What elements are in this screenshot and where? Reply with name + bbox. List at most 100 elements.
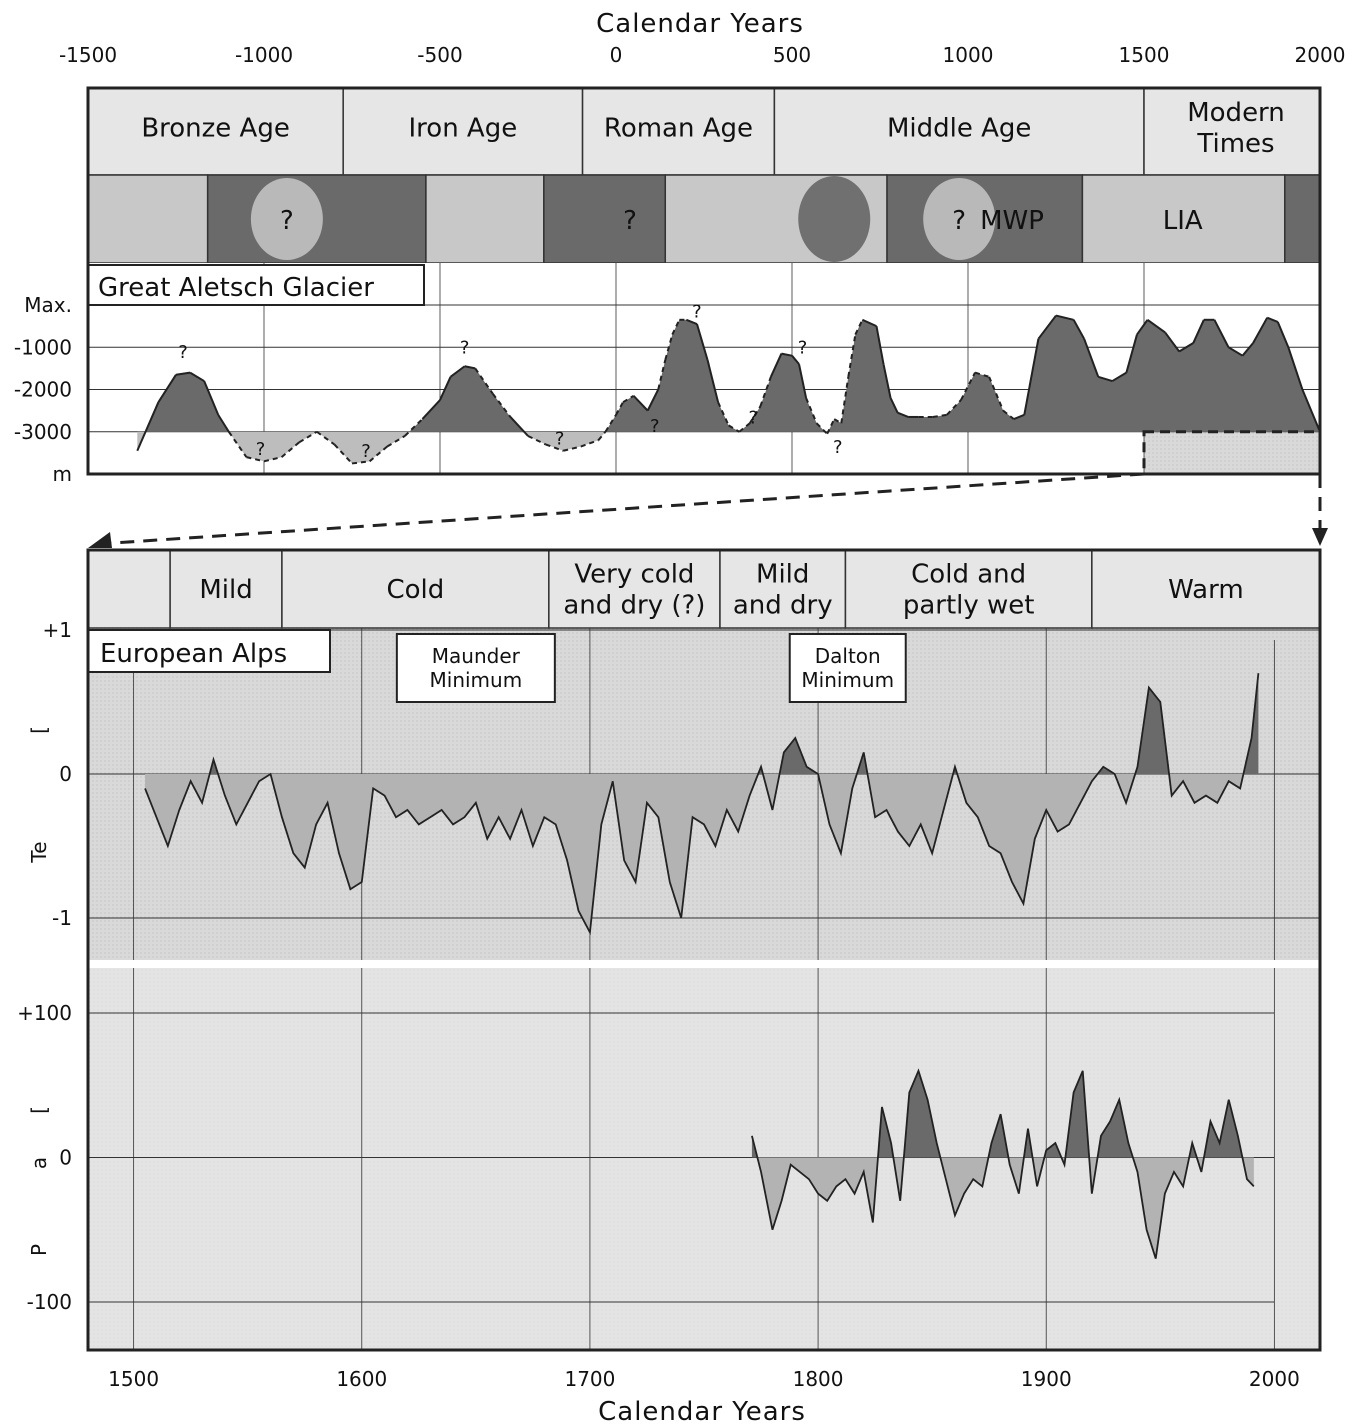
- period-bar-bottom: Mild Cold Very cold and dry (?) Mild and dry C…: [87, 549, 1321, 629]
- glacier-line-segment: [1125, 334, 1138, 373]
- glacier-line-segment: [1178, 342, 1194, 353]
- glacier-line-segment: [189, 371, 205, 382]
- glacier-line-segment: [1023, 338, 1040, 416]
- period-label: Mild: [199, 575, 252, 605]
- top-tick-label: 500: [773, 43, 811, 67]
- precip-ylabel-letter: P: [27, 1244, 51, 1256]
- period-label: Bronze Age: [141, 114, 290, 144]
- bottom-tick-label: 1700: [564, 1367, 615, 1391]
- glacier-line-segment: [1227, 346, 1244, 357]
- glacier-line-segment: [386, 435, 406, 448]
- period-label: Middle Age: [887, 114, 1031, 144]
- bottom-tick-label: 1900: [1021, 1367, 1072, 1391]
- glacier-line-segment: [298, 430, 318, 444]
- top-tick-label: 0: [610, 43, 623, 67]
- period-cell: [719, 549, 847, 629]
- glacier-line-segment: [1301, 389, 1321, 433]
- alps-label: European Alps: [100, 639, 287, 669]
- minimum-label: Dalton Minimum: [801, 644, 894, 692]
- glacier-label-box: Great Aletsch Glacier: [87, 264, 425, 306]
- period-cell: [1143, 87, 1321, 176]
- top-tick-label: -500: [417, 43, 462, 67]
- glacier-line-segment: [615, 401, 624, 416]
- uncertainty-ellipse: [923, 178, 996, 260]
- top-tick-label: 1500: [1119, 43, 1170, 67]
- question-mark: ?: [361, 441, 371, 462]
- question-mark: ?: [555, 428, 565, 449]
- glacier-area-positive: [137, 315, 1320, 432]
- glacier-ytick-label: m: [53, 462, 72, 486]
- glacier-line-segment: [1146, 318, 1166, 334]
- glacier-line-segment: [217, 414, 230, 433]
- glacier-line-segment: [404, 418, 424, 437]
- glacier-line-segment: [1266, 316, 1279, 323]
- climate-band-cell: [425, 174, 545, 264]
- lower-panel-frame: [86, 548, 1322, 1352]
- temp-ytick-label: -1: [52, 906, 72, 930]
- glacier-line-segment: [988, 376, 1005, 412]
- period-label: Mild and dry: [733, 560, 833, 621]
- glacier-line-segment: [333, 443, 353, 465]
- glacier-line-segment: [1213, 319, 1230, 348]
- glacier-line-segment: [738, 422, 751, 433]
- glacier-line-segment: [781, 352, 793, 357]
- glacier-line-segment: [826, 418, 836, 435]
- period-label: Cold and partly wet: [903, 560, 1035, 621]
- period-label: Iron Age: [409, 114, 518, 144]
- bottom-tick-label: 1800: [793, 1367, 844, 1391]
- glacier-line-segment: [854, 319, 864, 336]
- glacier-line-segment: [646, 389, 660, 412]
- temp-ylabel: Te: [27, 841, 51, 863]
- period-label: Warm: [1168, 575, 1244, 605]
- glacier-line-segment: [509, 416, 529, 437]
- glacier-line-segment: [597, 431, 607, 441]
- glacier-line-segment: [203, 380, 220, 416]
- glacier-area-negative: [137, 431, 1320, 464]
- glacier-line-segment: [728, 424, 740, 433]
- glacier-line-segment: [246, 456, 265, 463]
- top-axis-title: Calendar Years: [596, 9, 804, 39]
- temp-ytick-label: 0: [59, 762, 72, 786]
- glacier-line-segment: [1055, 314, 1074, 321]
- question-mark: ?: [833, 437, 843, 458]
- glacier-line-segment: [717, 401, 730, 426]
- bottom-axis-ticks: 1500 1600 1700 1800 1900 2000: [108, 1367, 1300, 1391]
- glacier-line-segment: [1136, 319, 1149, 336]
- period-label: Roman Age: [604, 114, 753, 144]
- climate-band-cell: [1284, 174, 1321, 264]
- period-label: Cold: [386, 575, 444, 605]
- glacier-line-segment: [840, 376, 850, 424]
- question-mark: ?: [256, 439, 266, 460]
- climate-mark-label: ?: [280, 206, 294, 236]
- temp-ylabel-bracket: [: [27, 726, 51, 734]
- question-mark: ?: [692, 302, 702, 323]
- precip-ylabel-letter: a: [27, 1157, 51, 1169]
- glacier-line-segment: [1164, 331, 1181, 353]
- glacier-line-segment: [351, 460, 370, 465]
- glacier-line-segment: [875, 325, 885, 365]
- top-panel-frame: [86, 86, 1322, 476]
- glacier-plot: Max. -1000 -2000 -3000 m?? ???????? Great Alet…: [14, 263, 1321, 486]
- glacier-ytick-label: -2000: [14, 378, 72, 402]
- uncertainty-ellipse: [798, 176, 871, 262]
- glacier-line-segment: [439, 376, 452, 401]
- top-tick-label: -1000: [235, 43, 293, 67]
- glacier-line-segment: [1276, 321, 1290, 348]
- period-cell: [169, 549, 283, 629]
- glacier-line-segment: [1097, 375, 1113, 383]
- glacier-ytick-label: Max.: [24, 293, 72, 317]
- glacier-line-segment: [897, 411, 909, 418]
- glacier-line-segment: [492, 393, 512, 418]
- question-mark: ?: [178, 342, 188, 363]
- top-tick-label: 1000: [943, 43, 994, 67]
- glacier-line-segment: [974, 371, 990, 378]
- period-cell: [548, 549, 721, 629]
- glacier-line-segment: [882, 363, 892, 399]
- temp-ytick-label: +1: [43, 618, 72, 642]
- glacier-line-segment: [706, 359, 720, 403]
- temperature-plot: +1 0 -1 Te [European Alps Maunder Minimum Dalto…: [27, 618, 1320, 960]
- glacier-line-segment: [368, 445, 388, 463]
- glacier-line-segment: [833, 418, 842, 425]
- precip-ylabel-letter: [: [27, 1106, 51, 1114]
